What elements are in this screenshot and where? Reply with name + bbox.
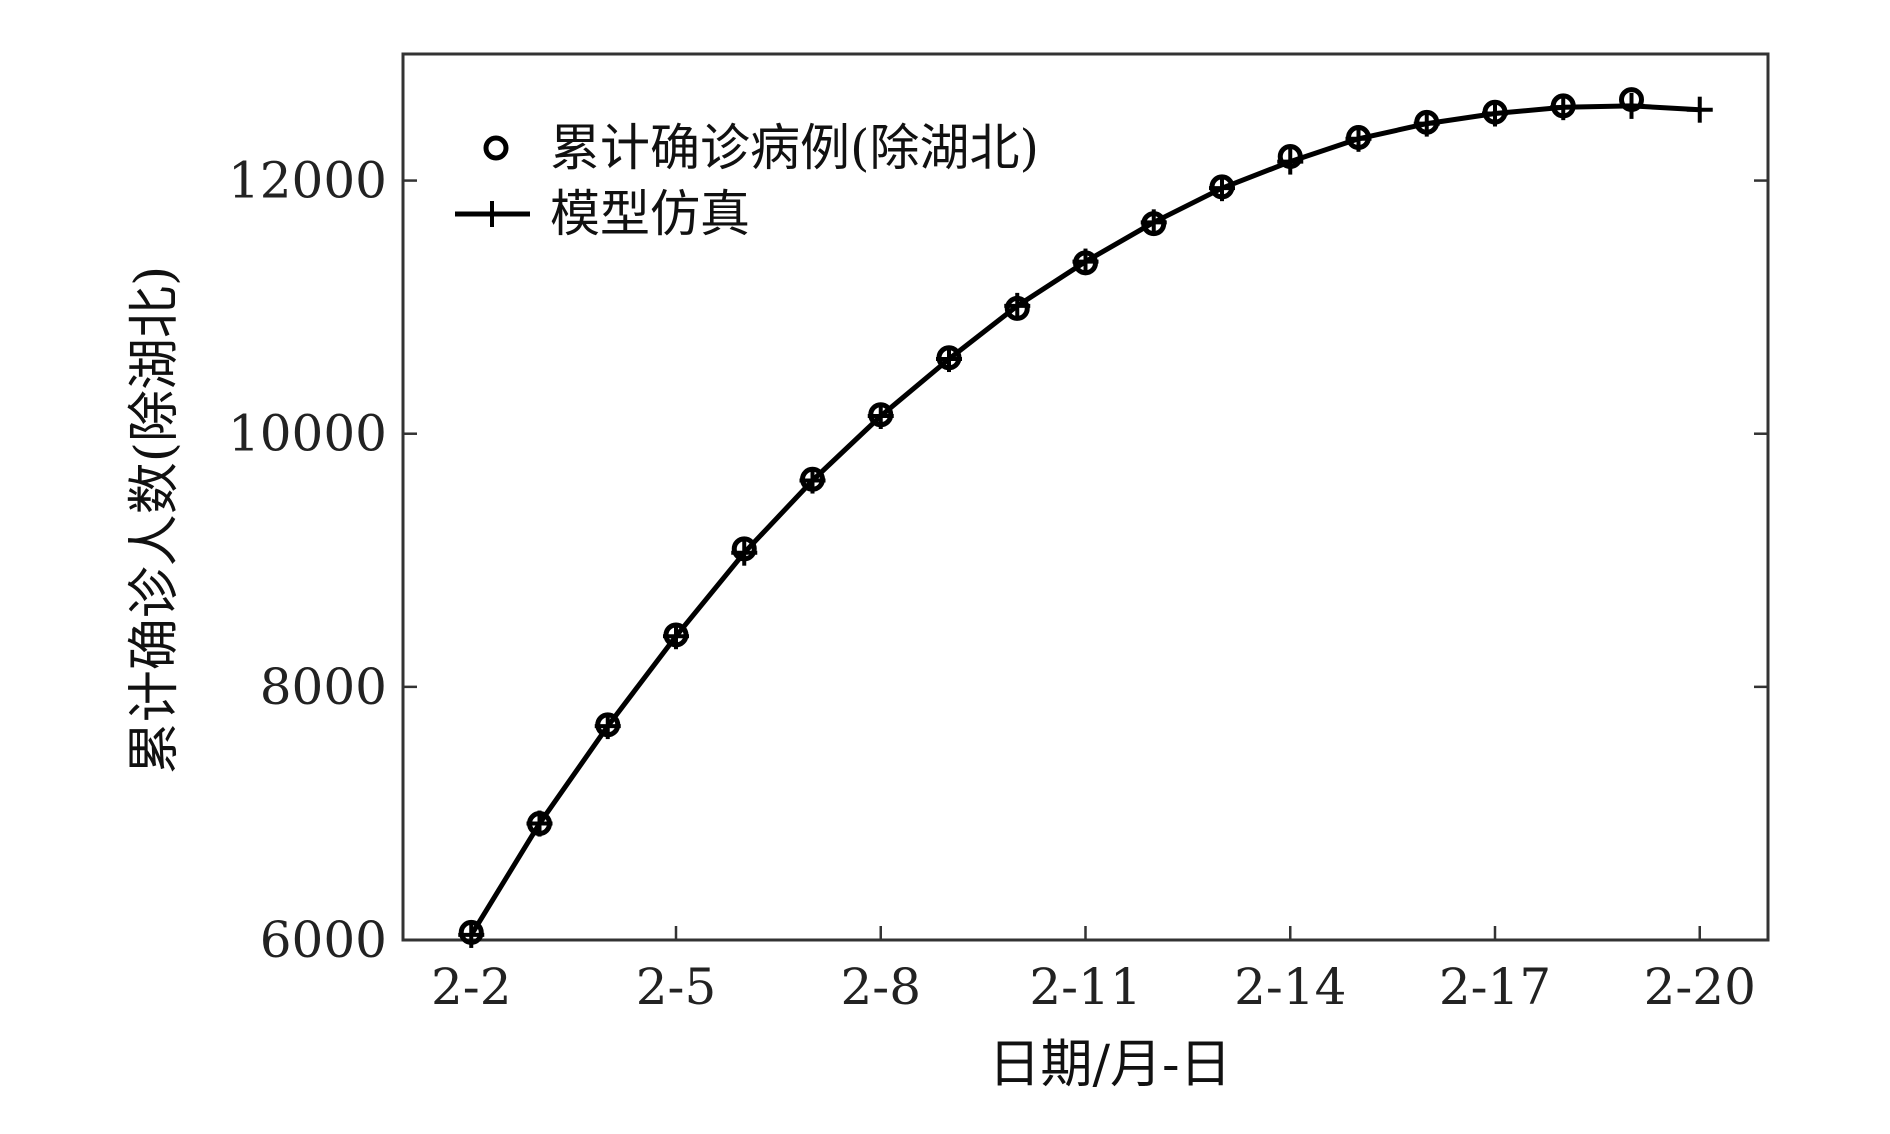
x-tick-label: 2-8 [840, 958, 921, 1016]
y-tick-label: 12000 [228, 152, 387, 210]
marker-observed-point [936, 345, 962, 371]
marker-observed-point [1482, 99, 1508, 125]
marker-observed-point [800, 466, 825, 492]
x-tick-label: 2-14 [1234, 958, 1346, 1016]
marker-observed-point [1073, 250, 1098, 276]
legend-marker-observed [483, 135, 509, 161]
marker-observed-point [1346, 125, 1371, 151]
marker-observed-point [1619, 87, 1644, 113]
marker-observed-point [458, 919, 484, 945]
marker-observed-point [731, 536, 757, 562]
marker-observed-point [527, 811, 552, 837]
y-tick-label: 10000 [228, 405, 387, 463]
marker-observed-point [1277, 144, 1303, 170]
x-tick-label: 2-11 [1029, 958, 1141, 1016]
marker-observed-point [1141, 211, 1167, 237]
x-tick-label: 2-2 [431, 958, 512, 1016]
marker-observed-point [1414, 109, 1440, 135]
x-tick-label: 2-5 [636, 958, 717, 1016]
marker-observed-point [663, 622, 689, 648]
marker-observed-point [1004, 295, 1030, 321]
legend-marker-model [479, 201, 505, 227]
legend-label-observed: 累计确诊病例(除湖北) [550, 119, 1039, 177]
marker-observed-point [868, 402, 894, 428]
marker-observed-point [595, 712, 621, 738]
y-tick-label: 8000 [260, 658, 387, 716]
x-axis-title: 日期/月-日 [988, 1035, 1231, 1095]
x-tick-label: 2-17 [1439, 958, 1551, 1016]
marker-model-point [1686, 96, 1713, 123]
y-axis-title: 累计确诊人数(除湖北) [125, 266, 185, 775]
legend-label-model: 模型仿真 [550, 185, 750, 243]
x-tick-label: 2-20 [1644, 958, 1756, 1016]
y-tick-label: 6000 [260, 911, 387, 969]
marker-observed-point [1209, 174, 1235, 200]
marker-observed-point [1550, 93, 1576, 119]
